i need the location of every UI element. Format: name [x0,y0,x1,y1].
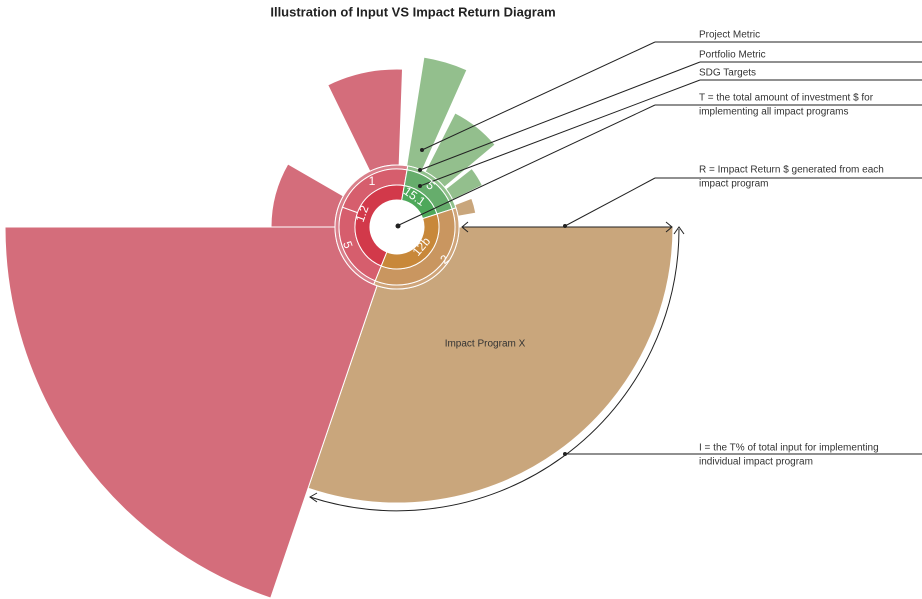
dot [563,452,567,456]
label: SDG Targets [699,68,756,79]
dot [563,224,567,228]
ring-label: 5 [340,239,356,250]
note: individual impact program [699,457,813,468]
dot [420,148,424,152]
program-label: Impact Program X [445,339,526,350]
dot [418,184,422,188]
note: impact program [699,179,768,190]
arrowheads [309,226,685,503]
ring-label: 1 [369,174,376,188]
ring-label: 1.2 [353,203,372,224]
wedge [270,163,344,228]
wedge [4,226,378,599]
leader [398,104,656,226]
wedges [4,56,674,599]
note: T = the total amount of investment $ for [699,93,874,104]
label: Project Metric [699,30,760,41]
title: Illustration of Input VS Impact Return D… [270,4,555,19]
note: R = Impact Return $ generated from each [699,165,884,176]
dot [395,223,401,229]
dot [418,168,422,172]
label: Portfolio Metric [699,50,766,61]
wedge [354,184,405,267]
leader [421,41,656,151]
note: implementing all impact programs [699,107,849,118]
leader [419,79,701,187]
wedge [327,68,404,172]
i-arc [309,228,680,512]
leader [419,61,701,171]
note: I = the T% of total input for implementi… [699,443,879,454]
leader [564,177,656,227]
arrowheads [461,221,673,233]
